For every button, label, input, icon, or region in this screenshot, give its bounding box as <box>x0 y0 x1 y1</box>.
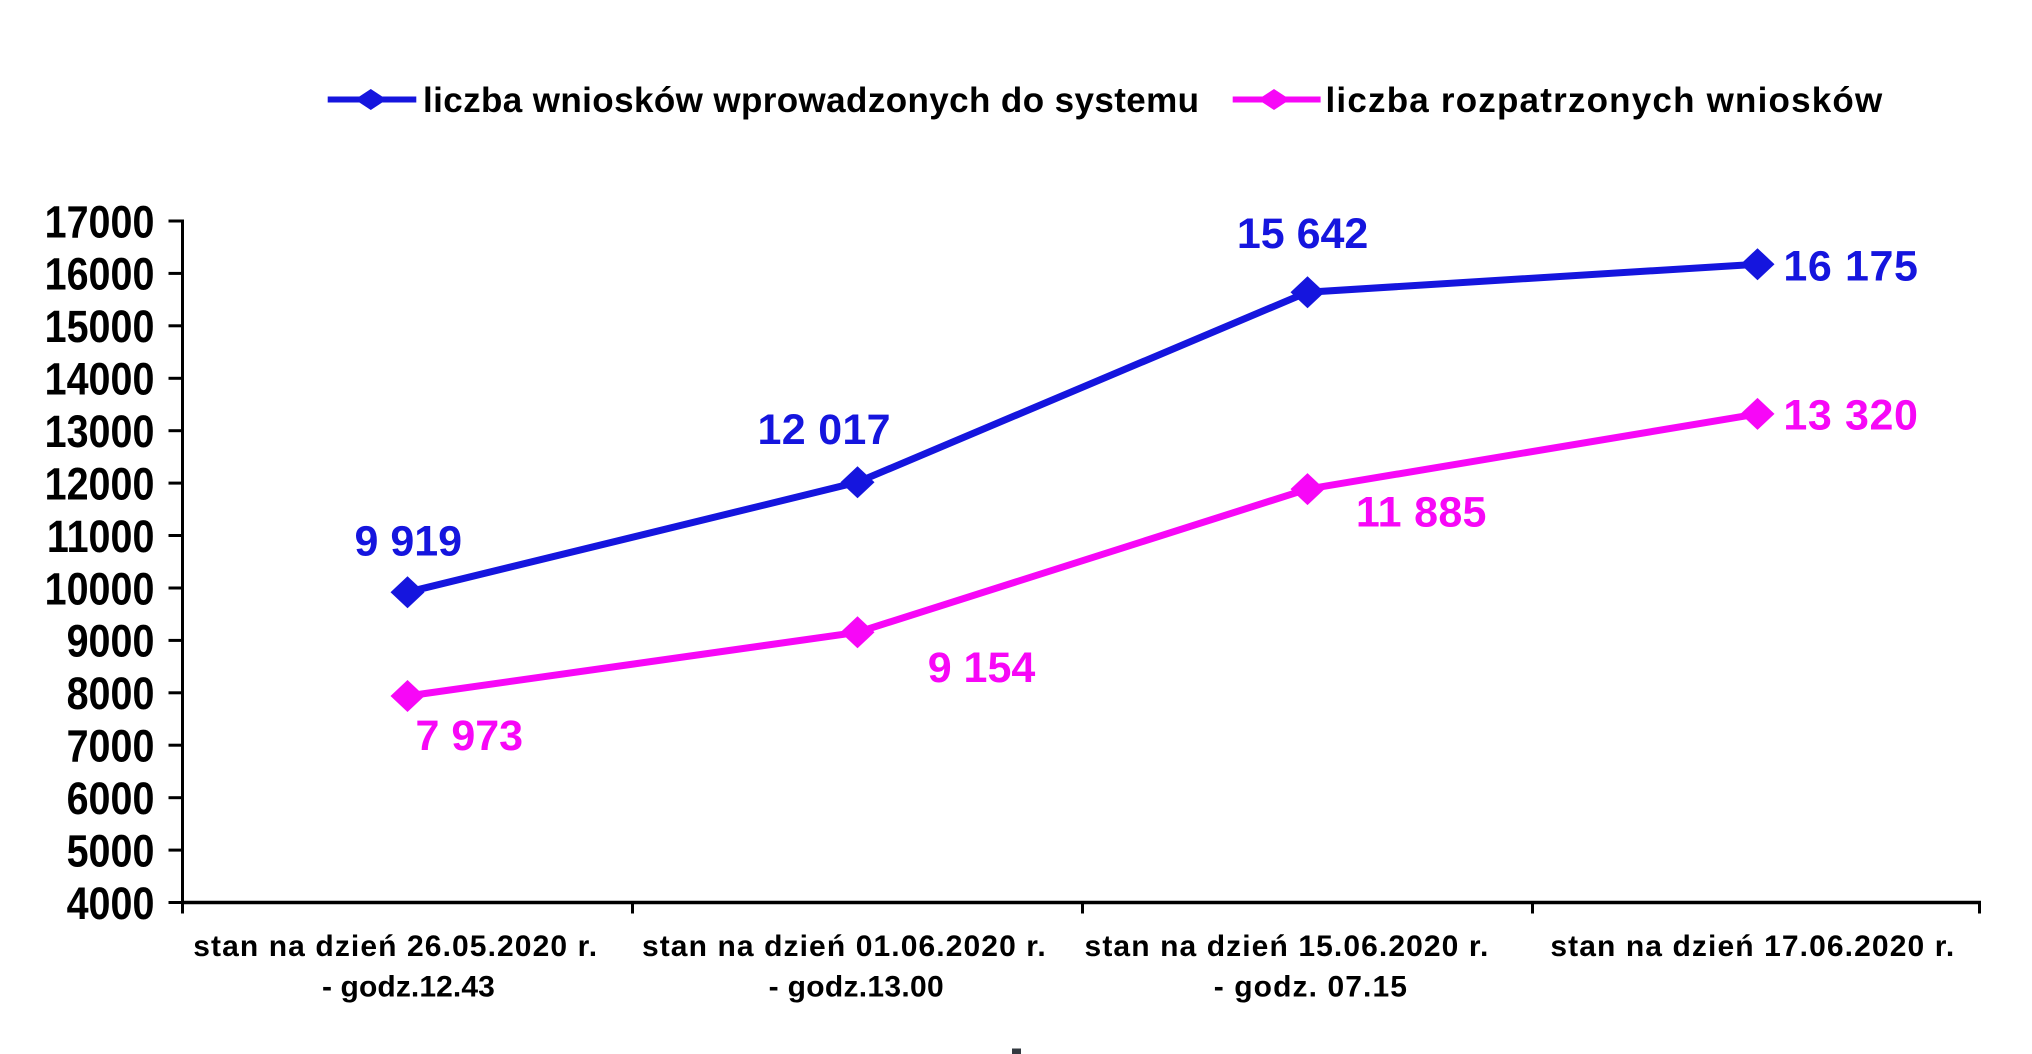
svg-text:liczba rozpatrzonych wniosków: liczba rozpatrzonych wniosków <box>1326 81 1884 120</box>
svg-text:14000: 14000 <box>45 354 155 405</box>
svg-text:15000: 15000 <box>45 302 155 353</box>
svg-text:13000: 13000 <box>45 406 155 457</box>
svg-text:16 175: 16 175 <box>1783 243 1918 291</box>
svg-text:11000: 11000 <box>47 511 155 562</box>
svg-text:11 885: 11 885 <box>1356 488 1487 536</box>
svg-text:9 919: 9 919 <box>354 517 462 565</box>
svg-text:16000: 16000 <box>45 249 155 300</box>
svg-text:7 973: 7 973 <box>415 712 523 760</box>
svg-text:8000: 8000 <box>67 669 155 720</box>
svg-text:- godz.12.43: - godz.12.43 <box>322 971 495 1004</box>
svg-text:stan na dzień 26.05.2020 r.: stan na dzień 26.05.2020 r. <box>193 930 598 963</box>
svg-text:9000: 9000 <box>67 616 155 667</box>
svg-text:10000: 10000 <box>45 564 155 615</box>
svg-text:- godz.13.00: - godz.13.00 <box>769 971 944 1004</box>
svg-text:5000: 5000 <box>67 826 155 877</box>
svg-text:- godz. 07.15: - godz. 07.15 <box>1214 971 1408 1004</box>
svg-text:17000: 17000 <box>45 197 155 248</box>
svg-text:12 017: 12 017 <box>758 406 891 454</box>
svg-text:liczba wniosków wprowadzonych: liczba wniosków wprowadzonych do systemu <box>423 81 1199 120</box>
svg-text:4000: 4000 <box>67 878 155 929</box>
svg-text:12000: 12000 <box>45 459 155 510</box>
svg-text:stan na dzień 15.06.2020 r.: stan na dzień 15.06.2020 r. <box>1085 930 1490 963</box>
svg-text:stan na dzień 17.06.2020 r.: stan na dzień 17.06.2020 r. <box>1550 930 1955 963</box>
svg-text:9 154: 9 154 <box>928 644 1036 692</box>
svg-text:13 320: 13 320 <box>1783 392 1918 440</box>
svg-text:7000: 7000 <box>67 721 155 772</box>
svg-text:stan na dzień 01.06.2020 r.: stan na dzień 01.06.2020 r. <box>642 930 1047 963</box>
svg-text:6000: 6000 <box>67 773 155 824</box>
svg-text:15 642: 15 642 <box>1237 210 1369 258</box>
